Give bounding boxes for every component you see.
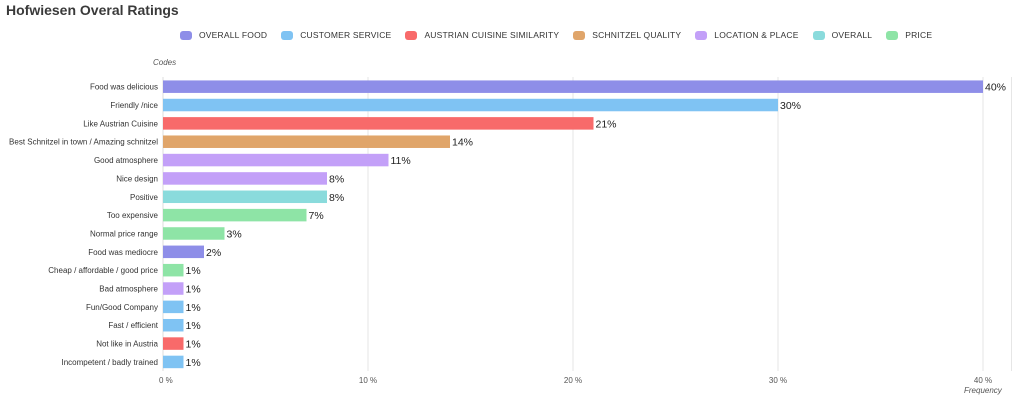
legend-swatch [812,30,825,40]
bar[interactable] [163,355,184,369]
chart-title: Hofwiesen Overal Ratings [6,2,179,18]
legend-label: OVERALL FOOD [199,30,268,40]
bar[interactable] [163,80,983,93]
legend-item-customer-service[interactable]: CUSTOMER SERVICE [281,30,391,40]
bar-value-label: 3% [227,228,242,240]
y-tick-label: Friendly /nice [110,101,158,110]
bar[interactable] [163,208,307,222]
bar-value-label: 11% [391,155,411,167]
legend-item-schnitzel-quality[interactable]: SCHNITZEL QUALITY [573,30,681,40]
y-tick-label: Food was delicious [90,83,158,92]
bar-value-label: 8% [329,173,344,185]
legend-item-price[interactable]: PRICE [886,30,932,40]
bar[interactable] [163,153,389,167]
bar[interactable] [163,135,450,148]
bar[interactable] [163,263,184,277]
x-tick-label: 10 % [359,376,377,385]
bar[interactable] [163,172,327,185]
chart-legend: OVERALL FOOD CUSTOMER SERVICE AUSTRIAN C… [180,28,946,42]
legend-swatch [180,30,192,40]
bar[interactable] [163,300,184,314]
x-tick-label: 30 % [769,376,787,385]
legend-label: AUSTRIAN CUISINE SIMILARITY [424,30,560,40]
bar-value-label: 1% [186,357,201,369]
legend-label: CUSTOMER SERVICE [300,30,392,40]
x-tick-label: 0 % [159,376,173,385]
legend-item-overall[interactable]: OVERALL [812,30,873,40]
bar[interactable] [163,282,184,295]
legend-swatch [573,30,586,40]
bar-value-label: 1% [186,265,201,277]
bar-value-label: 2% [206,247,221,259]
bar-value-label: 30% [780,100,801,112]
y-tick-label: Too expensive [107,211,159,220]
y-tick-label: Best Schnitzel in town / Amazing schnitz… [9,138,158,147]
x-tick-label: 40 % [974,376,992,385]
legend-swatch [405,30,418,40]
bar[interactable] [163,227,225,240]
bar-value-label: 1% [186,339,201,351]
legend-swatch [695,30,708,40]
bar-value-label: 14% [452,137,473,149]
y-tick-label: Fun/Good Company [86,303,158,312]
y-tick-label: Food was mediocre [88,248,158,257]
y-tick-label: Incompetent / badly trained [61,358,158,367]
y-tick-label: Nice design [116,174,158,183]
bar[interactable] [163,245,204,259]
bar-value-label: 1% [186,302,201,314]
y-tick-label: Fast / efficient [108,321,158,330]
legend-swatch [281,30,294,40]
legend-item-austrian-cuisine-similarity[interactable]: AUSTRIAN CUISINE SIMILARITY [405,30,559,40]
y-axis-title: Codes [153,58,177,67]
bar[interactable] [163,318,184,332]
bar-value-label: 1% [186,320,201,332]
legend-label: LOCATION & PLACE [714,30,799,40]
legend-label: PRICE [905,30,933,40]
y-tick-label: Positive [130,193,159,202]
bar-value-label: 8% [329,192,344,204]
legend-label: OVERALL [831,30,873,40]
y-tick-label: Not like in Austria [96,340,158,349]
bar[interactable] [163,117,594,130]
y-tick-label: Good atmosphere [94,156,159,165]
legend-label: SCHNITZEL QUALITY [592,30,682,40]
bar[interactable] [163,190,327,204]
y-tick-label: Cheap / affordable / good price [48,266,158,275]
y-tick-label: Normal price range [90,229,159,238]
bar-value-label: 21% [596,118,617,130]
legend-swatch [886,30,899,40]
legend-item-overall-food[interactable]: OVERALL FOOD [180,30,267,40]
x-tick-label: 20 % [564,376,582,385]
bar-value-label: 40% [985,82,1006,94]
y-tick-label: Like Austrian Cuisine [83,119,158,128]
bar-value-label: 7% [309,210,324,222]
bar[interactable] [163,98,778,112]
legend-item-location-place[interactable]: LOCATION & PLACE [695,30,798,40]
y-tick-label: Bad atmosphere [99,285,158,294]
bar[interactable] [163,337,184,350]
bar-value-label: 1% [186,284,201,296]
x-axis-title: Frequency [964,386,1002,395]
